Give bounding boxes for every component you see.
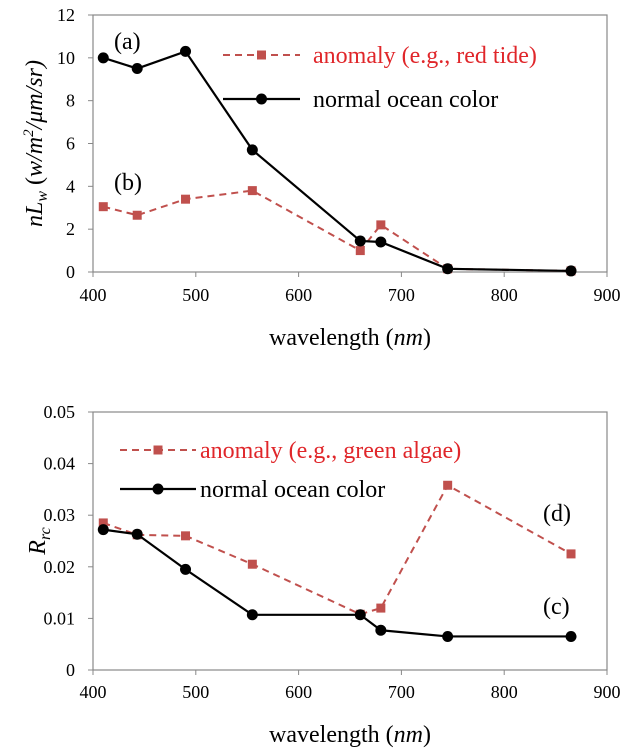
x-tick-label: 700 bbox=[388, 682, 415, 702]
y-tick-label: 0.05 bbox=[44, 402, 76, 422]
legend-marker bbox=[257, 50, 266, 60]
data-point-circle bbox=[246, 144, 258, 156]
data-point-circle bbox=[354, 235, 366, 247]
data-point-circle bbox=[246, 609, 258, 621]
data-point-circle bbox=[565, 265, 577, 277]
legend-entry-1: normal ocean color bbox=[120, 477, 385, 503]
series-line bbox=[103, 528, 572, 638]
y-axis-label: Rrc bbox=[25, 527, 54, 555]
y-tick-label: 0.01 bbox=[44, 608, 76, 628]
x-tick-label: 600 bbox=[285, 682, 312, 702]
panel-annotation: (a) bbox=[114, 29, 141, 55]
x-tick-label: 400 bbox=[80, 682, 107, 702]
panel-annotation: (d) bbox=[543, 501, 571, 527]
x-axis-label-text: wavelength ( bbox=[269, 722, 394, 748]
x-axis-label-close: ) bbox=[423, 325, 431, 351]
y-label-L: L bbox=[22, 202, 48, 216]
y-tick-label: 2 bbox=[66, 219, 75, 239]
series-line bbox=[103, 189, 572, 272]
x-tick-label: 800 bbox=[491, 682, 518, 702]
x-axis-label-close: ) bbox=[423, 722, 431, 748]
data-point-circle bbox=[375, 236, 387, 248]
y-label-R: R bbox=[25, 540, 51, 556]
data-point-circle bbox=[180, 563, 192, 575]
data-point-square bbox=[98, 202, 108, 212]
legend-marker bbox=[153, 445, 163, 455]
data-point-circle bbox=[375, 624, 387, 636]
y-label-n: n bbox=[22, 215, 48, 227]
series-1 bbox=[97, 524, 577, 642]
legend-label: normal ocean color bbox=[313, 87, 498, 113]
data-point-square bbox=[181, 531, 191, 541]
x-tick-label: 900 bbox=[594, 285, 621, 305]
data-point-circle bbox=[131, 528, 143, 540]
legend-entry-0: anomaly (e.g., red tide) bbox=[223, 43, 537, 69]
legend-label: anomaly (e.g., red tide) bbox=[313, 43, 537, 69]
y-tick-label: 0.02 bbox=[44, 557, 76, 577]
series-line bbox=[102, 483, 572, 616]
data-point-square bbox=[98, 518, 108, 528]
series-1 bbox=[97, 45, 577, 277]
data-point-circle bbox=[354, 609, 366, 621]
data-point-circle bbox=[442, 630, 454, 642]
y-label-sup: 2 bbox=[21, 129, 37, 137]
x-axis-label-unit: nm bbox=[394, 722, 423, 748]
legend-entry-1: normal ocean color bbox=[223, 87, 498, 113]
x-axis-label-text: wavelength ( bbox=[269, 325, 394, 351]
plot-frame bbox=[92, 411, 608, 671]
legend-label: normal ocean color bbox=[200, 477, 385, 503]
y-label-post: /μm/sr) bbox=[22, 60, 48, 131]
data-point-square bbox=[443, 480, 453, 490]
y-tick-label: 0.03 bbox=[44, 505, 76, 525]
series-line bbox=[102, 50, 572, 273]
panel-annotation: (c) bbox=[543, 594, 570, 620]
legend-label: anomaly (e.g., green algae) bbox=[200, 438, 461, 464]
y-tick-label: 4 bbox=[66, 176, 75, 196]
y-axis-label: nLw (w/m2/μm/sr) bbox=[21, 60, 51, 227]
x-tick-label: 500 bbox=[182, 285, 209, 305]
y-tick-label: 8 bbox=[66, 91, 75, 111]
data-point-square bbox=[132, 210, 142, 220]
x-axis-label-unit: nm bbox=[394, 325, 423, 351]
x-tick-label: 700 bbox=[388, 285, 415, 305]
data-point-square bbox=[181, 194, 191, 204]
data-point-square bbox=[376, 603, 386, 613]
y-tick-label: 10 bbox=[57, 48, 75, 68]
data-point-circle bbox=[565, 630, 577, 642]
data-point-square bbox=[247, 186, 257, 196]
legend-marker bbox=[152, 483, 164, 495]
data-point-circle bbox=[97, 524, 109, 536]
x-tick-label: 800 bbox=[491, 285, 518, 305]
series-0 bbox=[98, 186, 576, 276]
data-point-circle bbox=[131, 63, 143, 75]
data-point-circle bbox=[180, 45, 192, 57]
data-point-square bbox=[376, 220, 386, 230]
x-axis-label: wavelength (nm) bbox=[269, 722, 431, 748]
chart-panel-1: 400 500 600 700 800 900 0 0.01 0.02 0.03 0.04 0.05 w… bbox=[25, 402, 621, 748]
data-point-circle bbox=[442, 263, 454, 275]
y-label-unit: w/m bbox=[22, 137, 48, 177]
legend-marker bbox=[256, 93, 267, 105]
x-tick-label: 500 bbox=[182, 682, 209, 702]
legend-entry-0: anomaly (e.g., green algae) bbox=[120, 438, 461, 464]
y-tick-label: 0 bbox=[66, 660, 75, 680]
data-point-circle bbox=[97, 52, 109, 64]
y-tick-label: 6 bbox=[66, 134, 75, 154]
y-label-pre: ( bbox=[22, 177, 48, 191]
x-axis-label: wavelength (nm) bbox=[269, 325, 431, 351]
x-tick-label: 400 bbox=[80, 285, 107, 305]
x-tick-label: 600 bbox=[285, 285, 312, 305]
y-label-sub: w bbox=[34, 191, 51, 202]
y-label-sub: rc bbox=[37, 527, 54, 540]
panel-annotation: (b) bbox=[114, 170, 142, 196]
y-tick-label: 0 bbox=[66, 262, 75, 282]
data-point-square bbox=[247, 559, 257, 569]
data-point-square bbox=[566, 549, 576, 559]
y-tick-label: 0.04 bbox=[44, 454, 76, 474]
y-tick-label: 12 bbox=[57, 5, 75, 25]
data-point-square bbox=[355, 246, 365, 256]
x-tick-label: 900 bbox=[594, 682, 621, 702]
